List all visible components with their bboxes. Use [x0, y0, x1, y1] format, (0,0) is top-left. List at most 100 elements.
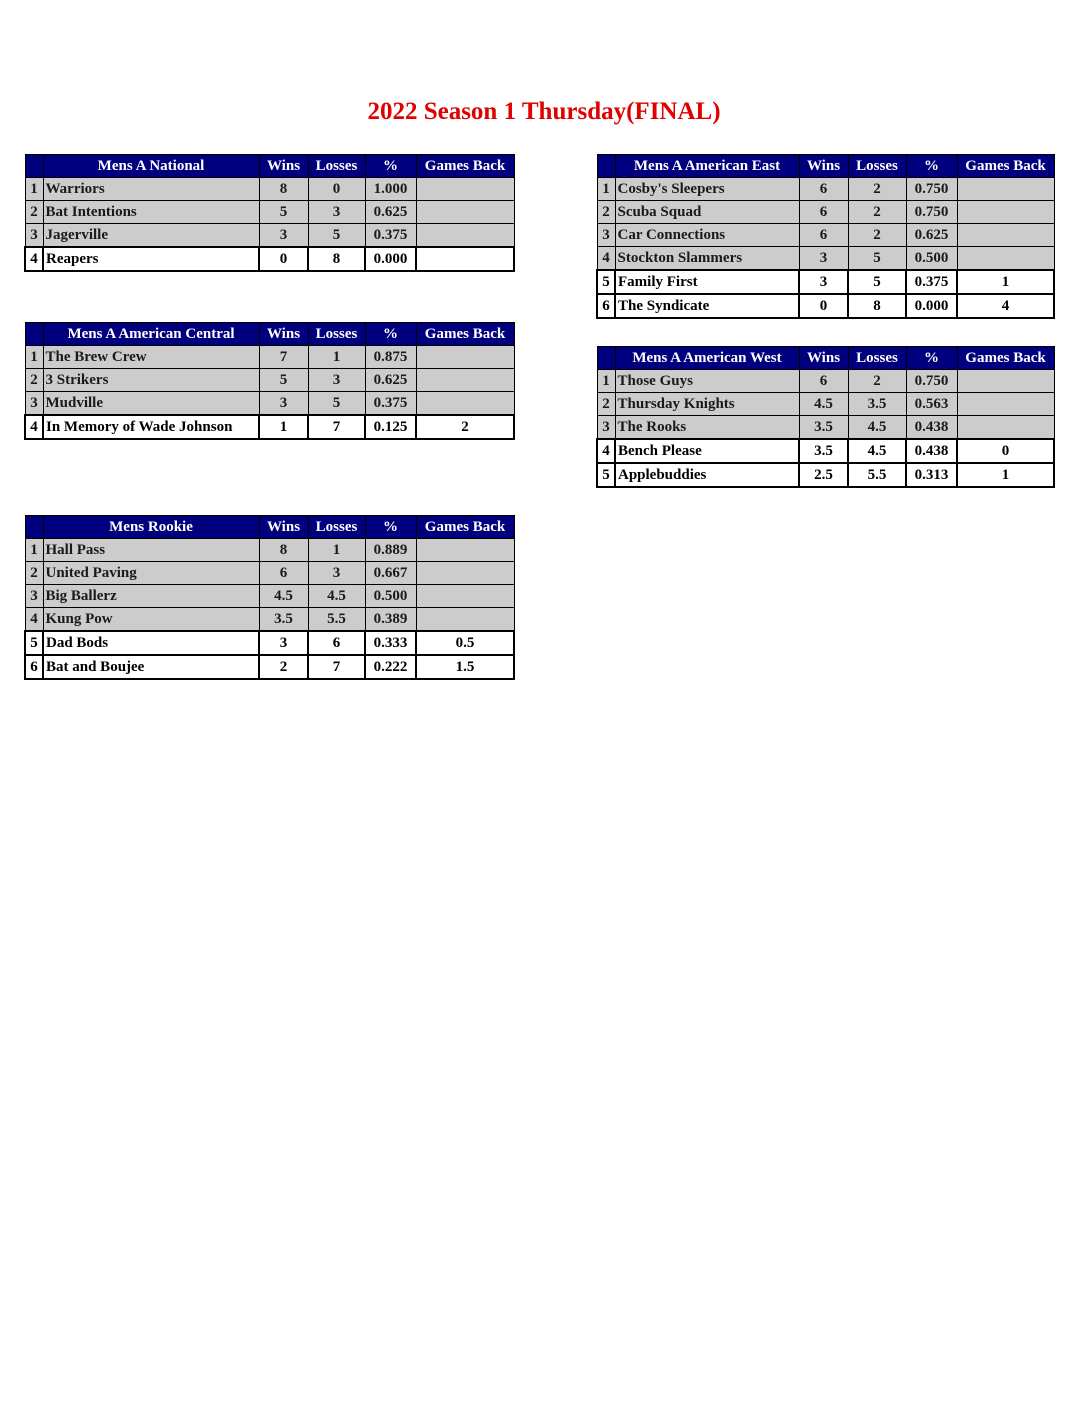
losses-header: Losses [307, 322, 366, 346]
win-pct: 0.625 [905, 223, 958, 247]
losses: 7 [307, 414, 366, 440]
win-pct: 0.438 [905, 438, 958, 464]
table-row: 4 Bench Please 3.5 4.5 0.438 0 [596, 438, 1055, 464]
standings-table-mens-a-american-central: Mens A American Central Wins Losses% Games … [24, 322, 515, 440]
losses-header: Losses [307, 154, 366, 178]
standings-table-mens-a-national: Mens A National Wins Losses% Games Back 1 War… [24, 154, 515, 272]
games-back-header: Games Back [415, 154, 515, 178]
games-back [956, 200, 1055, 224]
division-name: Mens A American East [614, 154, 800, 178]
header-row: Mens A American East Wins Losses% Games Bac… [596, 154, 1055, 178]
wins: 2 [258, 654, 309, 680]
games-back [956, 415, 1055, 440]
rank: 3 [24, 584, 44, 608]
losses: 3 [307, 200, 366, 224]
rank: 4 [24, 414, 44, 440]
wins-header: Wins [258, 322, 309, 346]
team-name: Scuba Squad [614, 200, 800, 224]
wins: 3 [798, 269, 849, 295]
win-pct: 1.000 [364, 177, 417, 201]
losses: 5 [847, 269, 907, 295]
table-row: 3 Big Ballerz 4.5 4.5 0.500 [24, 584, 515, 608]
wins: 3.5 [798, 438, 849, 464]
games-back [415, 561, 515, 585]
win-pct: 0.333 [364, 630, 417, 656]
win-pct: 0.000 [364, 246, 417, 272]
games-back [956, 392, 1055, 416]
win-pct: 0.889 [364, 538, 417, 562]
win-pct: 0.375 [364, 223, 417, 248]
wins: 0 [798, 293, 849, 319]
rank: 2 [596, 200, 616, 224]
team-name: Bat and Boujee [42, 654, 260, 680]
games-back [415, 223, 515, 248]
wins: 6 [798, 223, 849, 247]
table-row: 1 The Brew Crew 7 1 0.875 [24, 345, 515, 369]
division-name: Mens A American Central [42, 322, 260, 346]
table-row: 4 Kung Pow 3.5 5.5 0.389 [24, 607, 515, 632]
table-row: 1 Warriors 8 0 1.000 [24, 177, 515, 201]
rank: 2 [24, 368, 44, 392]
rank: 4 [596, 246, 616, 271]
losses: 3 [307, 368, 366, 392]
team-name: Stockton Slammers [614, 246, 800, 271]
standings-table-mens-a-american-west: Mens A American West Wins Losses% Games Bac… [596, 346, 1055, 488]
losses: 3 [307, 561, 366, 585]
wins: 3.5 [798, 415, 849, 440]
team-name: Jagerville [42, 223, 260, 248]
table-row: 2 United Paving 6 3 0.667 [24, 561, 515, 585]
win-pct: 0.563 [905, 392, 958, 416]
losses: 6 [307, 630, 366, 656]
wins-header: Wins [258, 515, 309, 539]
wins: 1 [258, 414, 309, 440]
table-row: 3 Jagerville 3 5 0.375 [24, 223, 515, 248]
table-row: 6 The Syndicate 0 8 0.000 4 [596, 293, 1055, 319]
games-back [415, 368, 515, 392]
rank: 4 [24, 246, 44, 272]
table-row: 4 Stockton Slammers 3 5 0.500 [596, 246, 1055, 271]
rank: 2 [24, 561, 44, 585]
losses: 4.5 [847, 415, 907, 440]
wins: 6 [798, 369, 849, 393]
games-back [415, 200, 515, 224]
losses: 8 [307, 246, 366, 272]
team-name: Applebuddies [614, 462, 800, 488]
losses-header: Losses [847, 154, 907, 178]
wins: 3 [258, 630, 309, 656]
losses: 4.5 [307, 584, 366, 608]
table-row: 3 Mudville 3 5 0.375 [24, 391, 515, 416]
team-name: The Syndicate [614, 293, 800, 319]
rank: 4 [596, 438, 616, 464]
pct-header: % [364, 515, 417, 539]
games-back: 1.5 [415, 654, 515, 680]
header-row: Mens A National Wins Losses% Games Back [24, 154, 515, 178]
division-name: Mens A American West [614, 346, 800, 370]
games-back [956, 177, 1055, 201]
win-pct: 0.667 [364, 561, 417, 585]
games-back: 1 [956, 269, 1055, 295]
rank: 1 [596, 369, 616, 393]
wins-header: Wins [258, 154, 309, 178]
rank-header [596, 346, 616, 370]
wins-header: Wins [798, 346, 849, 370]
losses: 5 [847, 246, 907, 271]
wins: 5 [258, 200, 309, 224]
games-back [956, 369, 1055, 393]
win-pct: 0.500 [905, 246, 958, 271]
losses-header: Losses [307, 515, 366, 539]
team-name: Bench Please [614, 438, 800, 464]
wins: 6 [798, 177, 849, 201]
games-back [415, 607, 515, 632]
team-name: Warriors [42, 177, 260, 201]
win-pct: 0.750 [905, 200, 958, 224]
wins: 6 [798, 200, 849, 224]
games-back: 0 [956, 438, 1055, 464]
rank: 3 [596, 415, 616, 440]
wins: 8 [258, 177, 309, 201]
page-title: 2022 Season 1 Thursday(FINAL) [367, 98, 721, 125]
rank: 1 [24, 345, 44, 369]
rank: 6 [24, 654, 44, 680]
wins: 5 [258, 368, 309, 392]
games-back-header: Games Back [415, 515, 515, 539]
